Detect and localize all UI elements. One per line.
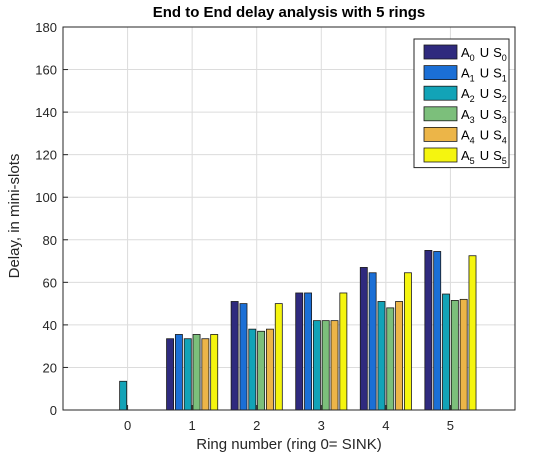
legend-label-part: 1 (470, 74, 475, 84)
legend-label-part: A (461, 148, 470, 163)
bar (424, 250, 433, 411)
legend-label-part: A (461, 86, 470, 101)
axis-ticks (63, 26, 451, 411)
y-tick-label: 120 (35, 148, 57, 163)
legend-label-part: S (493, 45, 502, 60)
legend-label: A4 U S4 (461, 127, 507, 145)
x-axis-label: Ring number (ring 0= SINK) (196, 436, 382, 453)
x-tick-label: 1 (189, 418, 196, 433)
legend-label-part: U (480, 127, 489, 142)
bar (450, 300, 459, 411)
legend-swatch (423, 85, 458, 101)
legend-label-part: S (493, 107, 502, 122)
bar (119, 380, 128, 411)
legend-label-part: U (480, 86, 489, 101)
bar (174, 334, 183, 411)
bar (368, 272, 377, 411)
legend-label: A5 U S5 (461, 148, 507, 166)
bar (183, 338, 192, 411)
y-axis-label: Delay, in mini-slots (6, 154, 23, 279)
bar (248, 328, 257, 411)
bar (266, 328, 274, 411)
y-tick-label: 80 (43, 233, 57, 248)
legend-swatch (423, 44, 458, 60)
legend-label: A2 U S2 (461, 86, 507, 104)
bar (442, 293, 450, 411)
legend-label-part: A (461, 45, 470, 60)
bars (119, 250, 477, 411)
bar (295, 292, 304, 411)
legend-label-part: A (461, 107, 470, 122)
bar (257, 330, 266, 411)
legend-label-part: U (480, 45, 489, 60)
legend-label-part: A (461, 127, 470, 142)
legend-label-part: U (480, 107, 489, 122)
legend-swatch (423, 127, 458, 142)
legend-label-part: 0 (470, 53, 475, 63)
bar (395, 301, 404, 411)
legend-label-part: U (480, 148, 489, 163)
legend-label-part: 2 (470, 94, 475, 104)
y-tick-label: 100 (35, 190, 57, 205)
legend-box (413, 38, 510, 169)
y-tick-label: 60 (43, 275, 57, 290)
bar (210, 334, 219, 411)
y-tick-label: 160 (35, 63, 57, 78)
bar (359, 267, 368, 411)
x-tick-label: 0 (124, 418, 131, 433)
bar (433, 251, 442, 411)
bar (459, 298, 468, 411)
bar (386, 307, 395, 411)
y-tick-label: 20 (43, 360, 57, 375)
legend-label-part: 4 (470, 135, 475, 145)
bar (403, 272, 412, 411)
y-tick-label: 140 (35, 105, 57, 120)
y-tick-label: 0 (50, 403, 57, 418)
legend-label-part: 5 (470, 156, 475, 166)
x-tick-label: 3 (318, 418, 325, 433)
bar (192, 334, 201, 411)
legend-label-part: 3 (502, 115, 507, 125)
legend-label-part: S (493, 66, 502, 81)
legend-label-part: S (493, 86, 502, 101)
legend-label: A0 U S0 (461, 45, 507, 63)
bar (312, 320, 321, 411)
legend-label-part: S (493, 127, 502, 142)
bar (304, 292, 312, 411)
y-tick-label: 40 (43, 318, 57, 333)
legend-label-part: 2 (502, 94, 507, 104)
legend-label-part: 3 (470, 115, 475, 125)
bar (468, 255, 477, 411)
legend-label-part: A (461, 66, 470, 81)
legend-swatch (423, 106, 458, 122)
x-tick-label: 5 (447, 418, 454, 433)
bar (274, 303, 283, 411)
legend-label-part: 5 (502, 156, 507, 166)
bar (339, 292, 348, 411)
legend-label-part: U (480, 66, 489, 81)
x-tick-label: 4 (382, 418, 389, 433)
legend-label-part: 0 (502, 53, 507, 63)
legend-swatch (423, 147, 458, 163)
bar (330, 320, 339, 411)
legend-label-part: 1 (502, 74, 507, 84)
bar (239, 303, 248, 411)
legend-label: A3 U S3 (461, 107, 507, 125)
legend-label-part: S (493, 148, 502, 163)
bar (166, 338, 175, 411)
bar (321, 320, 330, 411)
bar (201, 338, 210, 411)
legend-label: A1 U S1 (461, 66, 507, 84)
x-tick-label: 2 (253, 418, 260, 433)
legend-label-part: 4 (502, 135, 507, 145)
y-tick-label: 180 (35, 20, 57, 35)
chart-title: End to End delay analysis with 5 rings (153, 4, 426, 21)
tick-labels: 0 20 40 60 80 100 120 140 160 180 0 1 2 3 4 5 (35, 20, 454, 433)
bar (377, 301, 386, 411)
legend-swatch (423, 65, 458, 80)
plot-frame (62, 26, 516, 411)
bar (230, 301, 239, 411)
